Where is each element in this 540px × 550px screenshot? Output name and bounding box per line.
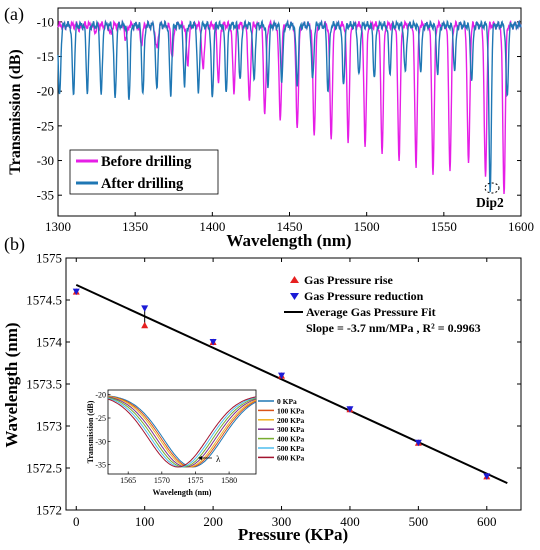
- legend-marker-rise: [290, 276, 299, 283]
- panel-a-ytick-label: -10: [37, 14, 54, 29]
- inset-legend-label: 100 KPa: [277, 406, 305, 415]
- panel-a-xtick-label: 1450: [277, 219, 303, 234]
- panel-a-xlabel: Wavelength (nm): [226, 231, 351, 250]
- panel-b-ytick-label: 1572: [36, 503, 62, 518]
- panel-b-ytick-labels: 1572 1572.5 1573 1573.5 1574 1574.5 1575: [26, 251, 62, 518]
- panel-a: (a) 1300 1350 1400 1450 1500 1550 1600 -10-15-…: [4, 4, 534, 250]
- panel-a-ytick-label: -35: [37, 188, 54, 203]
- panel-a-xtick-label: 1600: [508, 219, 534, 234]
- inset-series-line: [107, 396, 257, 468]
- panel-a-xtick-label: 1400: [199, 219, 225, 234]
- point-gas-pressure-rise: [141, 321, 149, 329]
- inset-ytick-label: -25: [95, 414, 106, 423]
- series-after-drilling: [57, 19, 522, 193]
- inset-series-line: [107, 395, 257, 468]
- panel-a-ytick-label: -20: [37, 84, 54, 99]
- inset-legend-label: 500 KPa: [277, 444, 305, 453]
- inset-ytick-label: -20: [95, 391, 106, 400]
- inset-shift-arrowhead: [198, 456, 202, 460]
- panel-b-ytick-label: 1573: [36, 419, 62, 434]
- point-gas-pressure-reduction: [483, 473, 491, 480]
- inset-xtick-labels: 1565 1570 1575 1580: [120, 476, 237, 485]
- panel-b-legend: Gas Pressure rise Gas Pressure reduction…: [284, 273, 481, 335]
- inset-xtick-label: 1580: [221, 476, 237, 485]
- panel-b-xtick-label: 600: [477, 514, 497, 529]
- inset-ytick-label: -35: [95, 461, 106, 470]
- legend-label-fit: Average Gas Pressure Fit: [306, 305, 436, 319]
- inset-series-line: [107, 396, 257, 468]
- panel-a-xtick-label: 1350: [122, 219, 148, 234]
- panel-a-xtick-label: 1500: [354, 219, 380, 234]
- panel-b-series: [72, 283, 508, 485]
- panel-b-xtick-label: 100: [135, 514, 155, 529]
- panel-b-xlabel: Pressure (KPa): [238, 525, 348, 544]
- inset-ytick-label: -30: [95, 437, 106, 446]
- inset-ylabel: Transmission (dB): [86, 400, 95, 463]
- point-gas-pressure-reduction: [414, 439, 422, 447]
- inset-legend-label: 600 KPa: [277, 453, 305, 462]
- inset-xtick-label: 1565: [120, 476, 136, 485]
- fit-line: [75, 283, 508, 485]
- point-gas-pressure-reduction: [72, 288, 80, 296]
- fit-annotation: Slope = -3.7 nm/MPa , R² = 0.9963: [306, 321, 481, 335]
- point-gas-pressure-reduction: [278, 372, 286, 380]
- panel-b-ytick-label: 1572.5: [26, 461, 62, 476]
- panel-b-label: (b): [4, 234, 25, 255]
- panel-b-ytick-label: 1574: [36, 335, 63, 350]
- inset-legend-label: 300 KPa: [277, 425, 305, 434]
- panel-a-ytick-label: -30: [37, 153, 54, 168]
- panel-b-ticks: [66, 257, 521, 511]
- inset-xlabel: Wavelength (nm): [153, 488, 212, 497]
- panel-b-ylabel: Wavelength (nm): [2, 322, 21, 447]
- inset-chart: 1565 1570 1575 1580 -20 -25 -30 -35 Wavelength…: [86, 389, 305, 497]
- legend-label-before: Before drilling: [101, 154, 192, 170]
- legend-label-reduction: Gas Pressure reduction: [304, 289, 424, 303]
- panel-a-legend: Before drilling After drilling: [69, 149, 219, 195]
- panel-b: (b) 0 100 200 300 400 500 600 15721572.5157315…: [2, 234, 522, 544]
- panel-b-ytick-label: 1575: [36, 251, 62, 266]
- legend-label-after: After drilling: [101, 176, 184, 192]
- panel-b-xtick-label: 200: [203, 514, 223, 529]
- panel-b-xtick-label: 0: [73, 514, 80, 529]
- panel-a-xtick-labels: 1300 1350 1400 1450 1500 1550 1600: [45, 219, 534, 234]
- panel-a-legend-box: [69, 149, 219, 195]
- panel-b-xtick-label: 400: [340, 514, 360, 529]
- dip2-annotation: Dip2: [476, 195, 504, 210]
- dip2-marker: [484, 182, 500, 194]
- inset-legend-label: 0 KPa: [277, 397, 297, 406]
- panel-a-series: [57, 19, 522, 195]
- inset-lambda-label: λ: [216, 454, 221, 464]
- inset-ytick-labels: -20 -25 -30 -35: [95, 391, 106, 470]
- inset-series: [107, 395, 257, 468]
- panel-a-ytick-label: -15: [37, 49, 54, 64]
- panel-b-xtick-label: 500: [409, 514, 429, 529]
- point-gas-pressure-reduction: [346, 406, 354, 413]
- panel-a-ylabel: Transmission (dB): [7, 49, 24, 175]
- inset-xtick-label: 1570: [154, 476, 170, 485]
- point-gas-pressure-reduction: [209, 339, 217, 346]
- panel-a-xtick-label: 1550: [431, 219, 457, 234]
- inset-legend-label: 400 KPa: [277, 435, 305, 444]
- inset-xtick-label: 1575: [187, 476, 203, 485]
- panel-a-label: (a): [4, 4, 24, 25]
- panel-b-xtick-labels: 0 100 200 300 400 500 600: [73, 514, 497, 529]
- inset-ticks: [108, 394, 230, 474]
- inset-series-line: [107, 395, 257, 468]
- panel-b-ytick-label: 1573.5: [26, 377, 62, 392]
- panel-b-ytick-label: 1574.5: [26, 293, 62, 308]
- panel-b-xtick-label: 300: [272, 514, 292, 529]
- panel-a-xtick-label: 1300: [45, 219, 71, 234]
- legend-label-rise: Gas Pressure rise: [304, 273, 394, 287]
- panel-a-ytick-labels: -10 -15 -20 -25 -30 -35: [37, 14, 54, 202]
- inset-legend-label: 200 KPa: [277, 416, 305, 425]
- inset-series-line: [107, 395, 257, 468]
- legend-marker-reduction: [290, 293, 299, 300]
- point-gas-pressure-reduction: [141, 305, 149, 312]
- panel-a-ytick-label: -25: [37, 118, 54, 133]
